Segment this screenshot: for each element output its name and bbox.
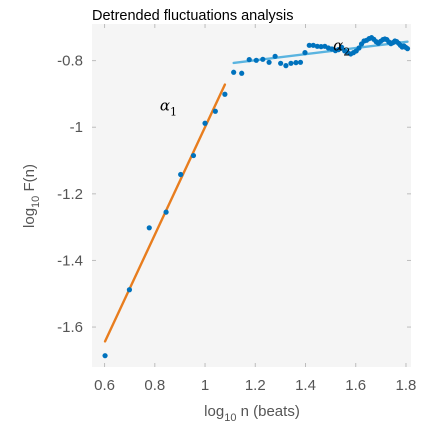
data-point [239,70,245,76]
data-point [190,152,197,159]
data-point [314,43,320,49]
data-point [146,225,152,231]
y-tick-label: -1 [70,119,83,136]
data-point [318,44,324,50]
data-point [202,120,208,126]
fit-annotation-sub: 1 [170,106,177,119]
fit-annotation-symbol: α [160,97,170,115]
data-point [231,69,237,75]
data-point [297,59,304,65]
y-axis-label-prefix: log [21,208,38,228]
data-point [339,44,345,50]
x-tick-label: 1.6 [345,377,366,394]
data-point [178,171,184,178]
data-point [283,63,289,69]
x-axis-label-sub: 10 [224,412,236,423]
chart-title: Detrended fluctuations analysis [92,8,294,24]
data-point [260,56,266,62]
y-tick-label: -0.8 [57,53,83,70]
data-point [278,60,284,66]
data-point [293,60,299,66]
x-tick-label: 1 [201,377,209,394]
data-point [356,45,362,51]
fit-annotation-symbol: α [333,37,343,55]
data-point [222,91,228,97]
data-point [126,287,133,293]
y-axis-ticks: -0.8 -1 -1.2 -1.4 -1.6 [57,53,411,336]
data-point [102,353,108,359]
x-axis-label-suffix: n (beats) [236,403,299,420]
x-tick-label: 1.2 [245,377,266,394]
x-tick-label: 1.8 [396,377,417,394]
data-point [306,42,312,48]
plot-area [92,24,411,367]
y-axis-label: log10 F(n) [21,164,42,228]
data-point [253,57,259,63]
y-tick-label: -1.6 [57,319,83,336]
y-tick-label: -1.2 [57,186,83,203]
x-tick-label: 1.4 [295,377,316,394]
fit-annotation: α1 [160,97,177,119]
data-point [310,42,316,48]
fit-annotation-sub: 2 [343,46,350,59]
data-point [212,108,218,114]
data-point [266,59,272,65]
data-point [246,57,252,63]
data-point [302,50,308,56]
data-point [404,46,411,52]
x-tick-label: 0.6 [94,377,115,394]
data-point [288,60,294,66]
x-axis-ticks: 0.6 0.8 1 1.2 1.4 1.6 1.8 [94,24,416,394]
x-tick-label: 0.8 [144,377,165,394]
y-axis-label-suffix: F(n) [21,164,38,196]
fit-annotation: α2 [333,37,350,59]
y-axis-label-sub: 10 [30,196,42,208]
data-point [163,209,169,215]
data-points [102,35,411,359]
x-axis-label-prefix: log [204,403,224,420]
y-tick-label: -1.4 [57,252,83,269]
x-axis-label: log10 n (beats) [204,403,300,423]
data-point [272,53,278,59]
